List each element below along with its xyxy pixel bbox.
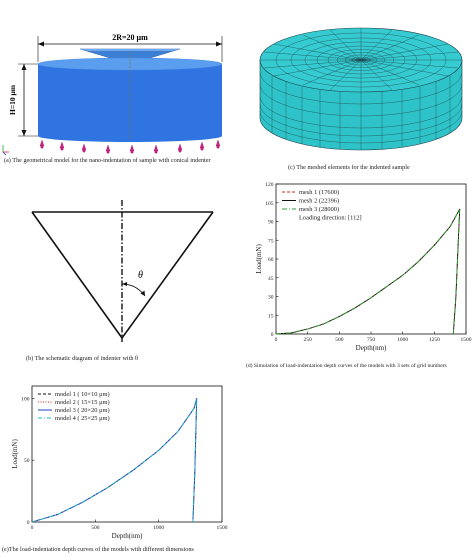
chart-d-ytick-label: 90: [268, 220, 274, 226]
chart-e-xlabel: Depth(nm): [112, 532, 143, 540]
panel-a-geometry-model: 2R=20 μm H=10 μm: [0, 0, 240, 170]
chart-e-legend-label-4: model 4 ( 25×25 μm): [55, 415, 110, 422]
panel-a-caption: (a) The geometrical model for the nano-i…: [4, 157, 211, 164]
chart-d-ytick-label: 15: [268, 313, 274, 319]
cylinder-model-figure: 2R=20 μm H=10 μm: [2, 33, 223, 156]
panel-d-chart: 0 250 500 750 1000 1250 1500 0 15 30 45 60 75 90 105 12…: [244, 176, 474, 376]
chart-e-xtick-label: 1000: [153, 525, 164, 531]
indenter-schematic-figure: θ: [31, 200, 214, 342]
chart-d-ytick-label: 105: [265, 201, 274, 207]
chart-e-series-4-line: [31, 398, 198, 523]
chart-d-legend-label-2: mesh 2 (22396): [299, 198, 339, 205]
chart-e-legend-label-1: model 1 ( 10×10 μm): [55, 391, 110, 398]
chart-e-ylabel: Load(mN): [11, 439, 19, 469]
chart-d-xtick-label: 1000: [397, 337, 408, 343]
indenter-left-edge: [31, 211, 123, 339]
chart-d-ylabel: Load(mN): [255, 244, 263, 274]
chart-d-xtick-label: 1500: [461, 337, 472, 343]
chart-d-series-1-line: [275, 208, 461, 335]
chart-d-legend-label-1: mesh 1 (17600): [299, 189, 339, 196]
theta-label: θ: [138, 270, 143, 281]
mesh-convergence-chart: 0 250 500 750 1000 1250 1500 0 15 30 45 60 75 90 105 12…: [255, 182, 472, 352]
panel-b-indenter-schematic: θ (b) The schematic diagram of indenter …: [0, 196, 240, 366]
theta-arc: [121, 283, 146, 297]
chart-d-xtick-label: 750: [367, 337, 376, 343]
chart-e-xtick-label: 1500: [217, 525, 228, 531]
panel-b-caption: (b) The schematic diagram of indenter wi…: [26, 355, 138, 362]
chart-d-ytick-label: 45: [268, 276, 274, 282]
chart-e-legend-label-2: model 2 ( 15×15 μm): [55, 399, 110, 406]
chart-d-ytick-label: 30: [268, 295, 274, 301]
chart-e-legend-label-3: model 3 ( 20×20 μm): [55, 407, 110, 414]
chart-e-xtick-label: 500: [91, 525, 100, 531]
panel-e-caption: (e)The load-indentation depth curves of …: [2, 546, 194, 553]
chart-d-xtick-label: 0: [275, 337, 278, 343]
chart-d-legend-label-3: mesh 3 (28000): [299, 206, 339, 213]
chart-e-ytick-label: 50: [24, 458, 30, 464]
model-size-chart: 0 500 1000 1500 0 50 100 Depth(nm) Load(mN) model…: [11, 385, 228, 540]
height-dimension-label: H=10 μm: [8, 84, 17, 115]
chart-e-ytick-label: 100: [21, 396, 30, 402]
coordinate-axes-icon: [2, 145, 9, 156]
chart-d-series-2-line: [275, 208, 461, 335]
chart-e-ytick-label: 0: [27, 520, 30, 526]
indenter-right-edge: [121, 211, 214, 339]
meshed-cylinder-figure: [259, 27, 463, 151]
chart-d-legend-note: Loading direction: [112]: [299, 215, 362, 222]
panel-e-chart: 0 500 1000 1500 0 50 100 Depth(nm) Load(mN) model…: [0, 378, 240, 557]
chart-d-ytick-label: 0: [271, 332, 274, 338]
chart-d-ytick-label: 120: [265, 182, 274, 188]
chart-d-xtick-label: 500: [335, 337, 344, 343]
chart-d-xtick-label: 250: [304, 337, 313, 343]
chart-d-series-3-line: [275, 208, 461, 335]
panel-c-mesh: (c) The meshed elements for the indented…: [248, 0, 474, 172]
panel-c-caption: (c) The meshed elements for the indented…: [288, 164, 410, 171]
chart-e-xtick-label: 0: [31, 525, 34, 531]
chart-e-plot-frame: [31, 385, 223, 523]
boundary-condition-markers: [39, 139, 221, 154]
width-dimension-label: 2R=20 μm: [112, 33, 148, 42]
chart-d-xlabel: Depth(nm): [356, 344, 387, 352]
chart-d-xtick-label: 1250: [429, 337, 440, 343]
chart-d-ytick-label: 60: [268, 257, 274, 263]
panel-d-caption: (d) Simulation of load-indentation depth…: [246, 363, 447, 369]
chart-d-ytick-label: 75: [268, 238, 274, 244]
